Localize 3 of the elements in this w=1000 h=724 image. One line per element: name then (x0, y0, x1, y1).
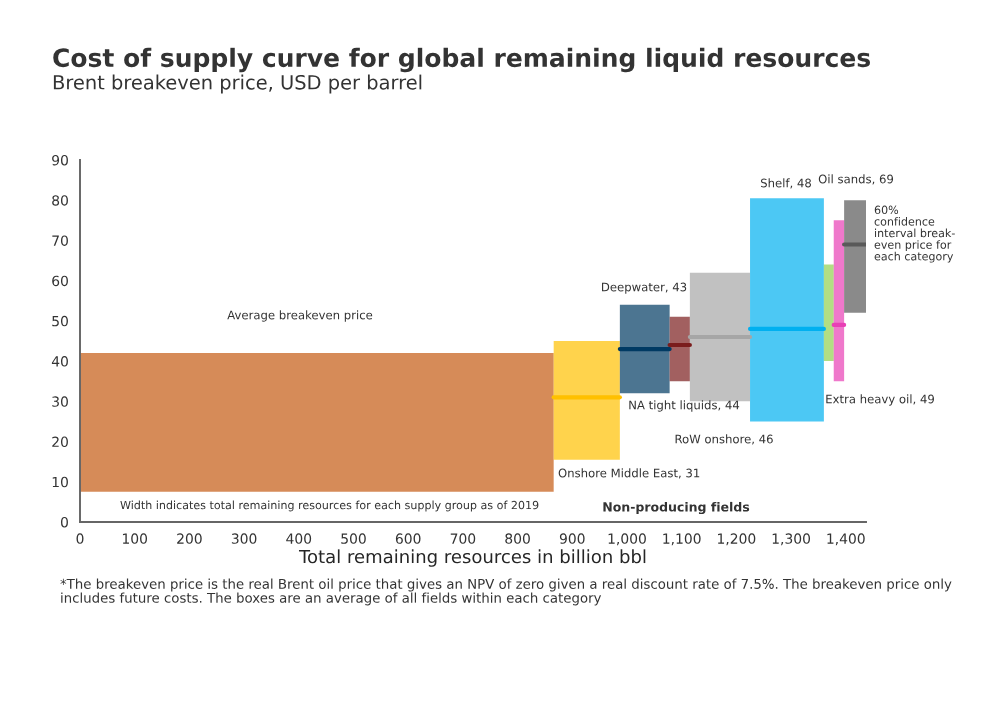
chart-title: Cost of supply curve for global remaining liquid resources (53, 47, 870, 73)
chart-subtitle: Brent breakeven price, USD per barrel (53, 74, 422, 94)
x-axis-title: Total remaining resources in billion bbl (298, 549, 646, 567)
